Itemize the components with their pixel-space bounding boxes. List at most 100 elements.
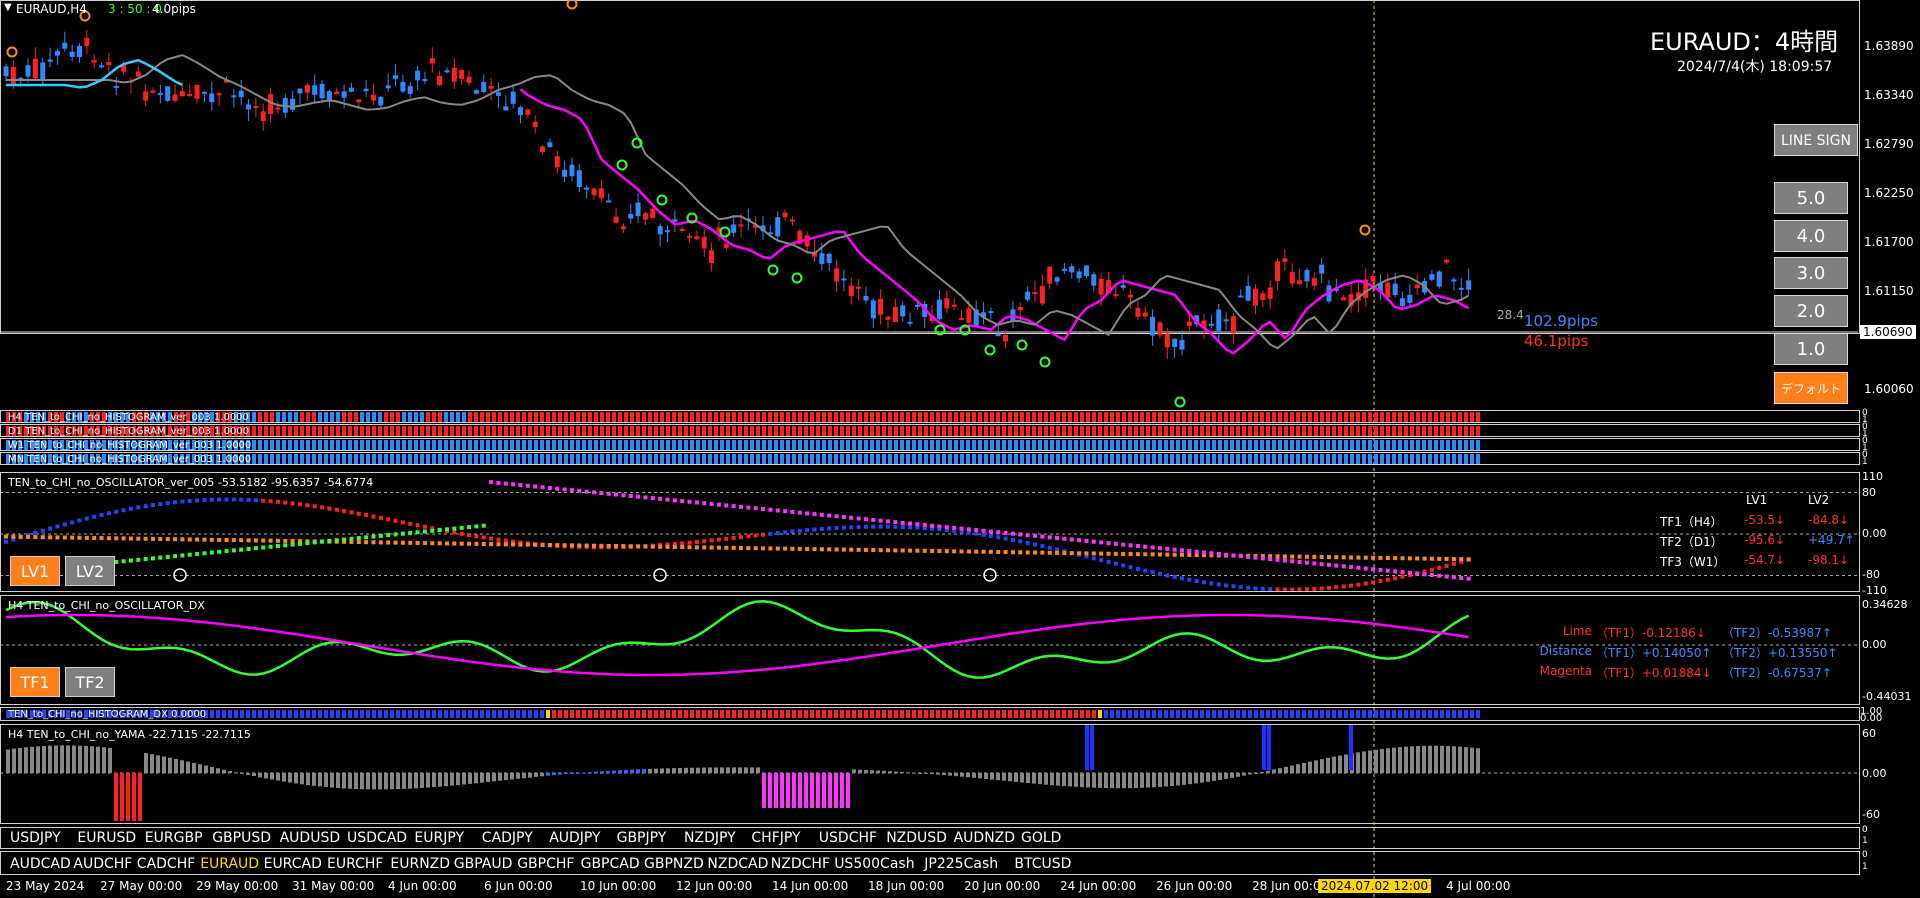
symbol-nzdcad[interactable]: NZDCAD <box>707 856 769 872</box>
symbol-cadchf[interactable]: CADCHF <box>136 856 196 872</box>
symbol-eurcad[interactable]: EURCAD <box>263 856 322 872</box>
histogram-bar <box>558 454 562 464</box>
symbol-usdchf[interactable]: USDCHF <box>818 830 878 846</box>
histogram-dx-bar <box>1032 710 1036 718</box>
symbol-us500cash[interactable]: US500Cash <box>834 856 915 872</box>
symbol-row-scale-label: 1 <box>1862 862 1868 872</box>
oscillator-pane[interactable] <box>0 472 1860 592</box>
symbol-gbpcad[interactable]: GBPCAD <box>580 856 640 872</box>
yama-pane[interactable] <box>0 724 1860 824</box>
histogram-bar <box>558 412 562 422</box>
yama-bar <box>540 773 544 777</box>
symbol-gbpnzd[interactable]: GBPNZD <box>644 856 704 872</box>
symbol-gold[interactable]: GOLD <box>1021 830 1062 846</box>
oscillator-green-dot <box>305 541 310 546</box>
histogram-bar <box>864 440 868 450</box>
symbol-eurusd[interactable]: EURUSD <box>77 830 137 846</box>
histogram-bar <box>1344 440 1348 450</box>
tf2-button[interactable]: TF2 <box>65 667 115 697</box>
yama-bar <box>1098 773 1102 788</box>
symbol-eurgbp[interactable]: EURGBP <box>144 830 203 846</box>
histogram-bar <box>1020 454 1024 464</box>
oscillator-lv1-dot <box>937 527 942 532</box>
histogram-bar <box>774 426 778 436</box>
price-chart-pane[interactable] <box>0 0 1860 334</box>
symbol-nzdchf[interactable]: NZDCHF <box>770 856 830 872</box>
level-3-button[interactable]: 3.0 <box>1774 257 1848 289</box>
oscillator-lv1-dot <box>878 524 883 529</box>
histogram-dx-bar <box>1134 710 1138 718</box>
histogram-bar <box>288 440 292 450</box>
histogram-bar <box>462 426 466 436</box>
symbol-gbpjpy[interactable]: GBPJPY <box>616 830 667 846</box>
symbol-nzdusd[interactable]: NZDUSD <box>886 830 947 846</box>
symbol-eurjpy[interactable]: EURJPY <box>414 830 465 846</box>
histogram-bar <box>234 440 238 450</box>
histogram-bar <box>546 426 550 436</box>
candle-body <box>936 299 942 320</box>
histogram-bar <box>492 426 496 436</box>
histogram-bar <box>390 412 394 422</box>
symbol-usdjpy[interactable]: USDJPY <box>10 830 61 846</box>
oscillator-lv1-dot <box>224 497 229 502</box>
histogram-bar <box>792 426 796 436</box>
line-sign-button[interactable]: LINE SIGN <box>1774 124 1858 156</box>
oscillator-lv1-dot <box>753 533 758 538</box>
symbol-btcusd[interactable]: BTCUSD <box>1014 856 1072 872</box>
level-5-button[interactable]: 5.0 <box>1774 182 1848 214</box>
symbol-gbpaud[interactable]: GBPAUD <box>453 856 513 872</box>
histogram-bar <box>336 454 340 464</box>
symbol-chfjpy[interactable]: CHFJPY <box>751 830 801 846</box>
oscillator-lv1-dot <box>981 532 986 537</box>
default-button[interactable]: デフォルト <box>1774 372 1848 404</box>
symbol-audjpy[interactable]: AUDJPY <box>549 830 601 846</box>
histogram-bar <box>804 454 808 464</box>
range-pips-red: 46.1pips <box>1524 332 1589 350</box>
symbol-jp225cash[interactable]: JP225Cash <box>924 856 999 872</box>
dx-oscillator-pane[interactable] <box>0 595 1860 705</box>
histogram-dx-bar <box>570 710 574 718</box>
symbol-audchf[interactable]: AUDCHF <box>73 856 133 872</box>
level-4-button[interactable]: 4.0 <box>1774 220 1848 252</box>
symbol-eurchf[interactable]: EURCHF <box>327 856 384 872</box>
histogram-dx-bar <box>48 710 52 718</box>
histogram-dx-bar <box>342 710 346 718</box>
symbol-audusd[interactable]: AUDUSD <box>279 830 341 846</box>
buy-signal-icon <box>631 137 643 149</box>
oscillator-lv1-dot <box>121 508 126 513</box>
yama-bar <box>1476 748 1480 773</box>
lv2-button[interactable]: LV2 <box>65 556 115 586</box>
chart-menu-icon[interactable]: ▼ <box>4 2 12 13</box>
histogram-dx-bar <box>750 710 754 718</box>
symbol-audnzd[interactable]: AUDNZD <box>953 830 1016 846</box>
oscillator-lv1-dot <box>1084 554 1089 559</box>
level-2-button[interactable]: 2.0 <box>1774 295 1848 327</box>
histogram-bar <box>498 426 502 436</box>
candle-body <box>1150 316 1156 336</box>
tf1-button[interactable]: TF1 <box>10 667 60 697</box>
candle-body <box>1392 283 1398 296</box>
histogram-dx-bar <box>186 710 190 718</box>
symbol-nzdjpy[interactable]: NZDJPY <box>684 830 736 846</box>
symbol-gbpchf[interactable]: GBPCHF <box>517 856 575 872</box>
candle-body <box>201 91 207 94</box>
level-1-button[interactable]: 1.0 <box>1774 333 1848 365</box>
symbol-gbpusd[interactable]: GBPUSD <box>212 830 271 846</box>
oscillator-lv1-dot <box>908 525 913 530</box>
oscillator-magenta-dot <box>981 528 986 533</box>
histogram-bar <box>1380 412 1384 422</box>
symbol-cadjpy[interactable]: CADJPY <box>481 830 533 846</box>
symbol-audcad[interactable]: AUDCAD <box>10 856 71 872</box>
oscillator-magenta-dot <box>1444 574 1449 579</box>
symbol-euraud[interactable]: EURAUD <box>200 856 260 872</box>
symbol-eurnzd[interactable]: EURNZD <box>390 856 451 872</box>
histogram-bar <box>1344 426 1348 436</box>
dx-lime-line <box>5 600 1470 679</box>
histogram-bar <box>1008 454 1012 464</box>
oscillator-orange-dot <box>467 541 472 546</box>
histogram-bar <box>942 426 946 436</box>
symbol-usdcad[interactable]: USDCAD <box>347 830 408 846</box>
lv1-button[interactable]: LV1 <box>10 556 60 586</box>
histogram-bar <box>432 412 436 422</box>
